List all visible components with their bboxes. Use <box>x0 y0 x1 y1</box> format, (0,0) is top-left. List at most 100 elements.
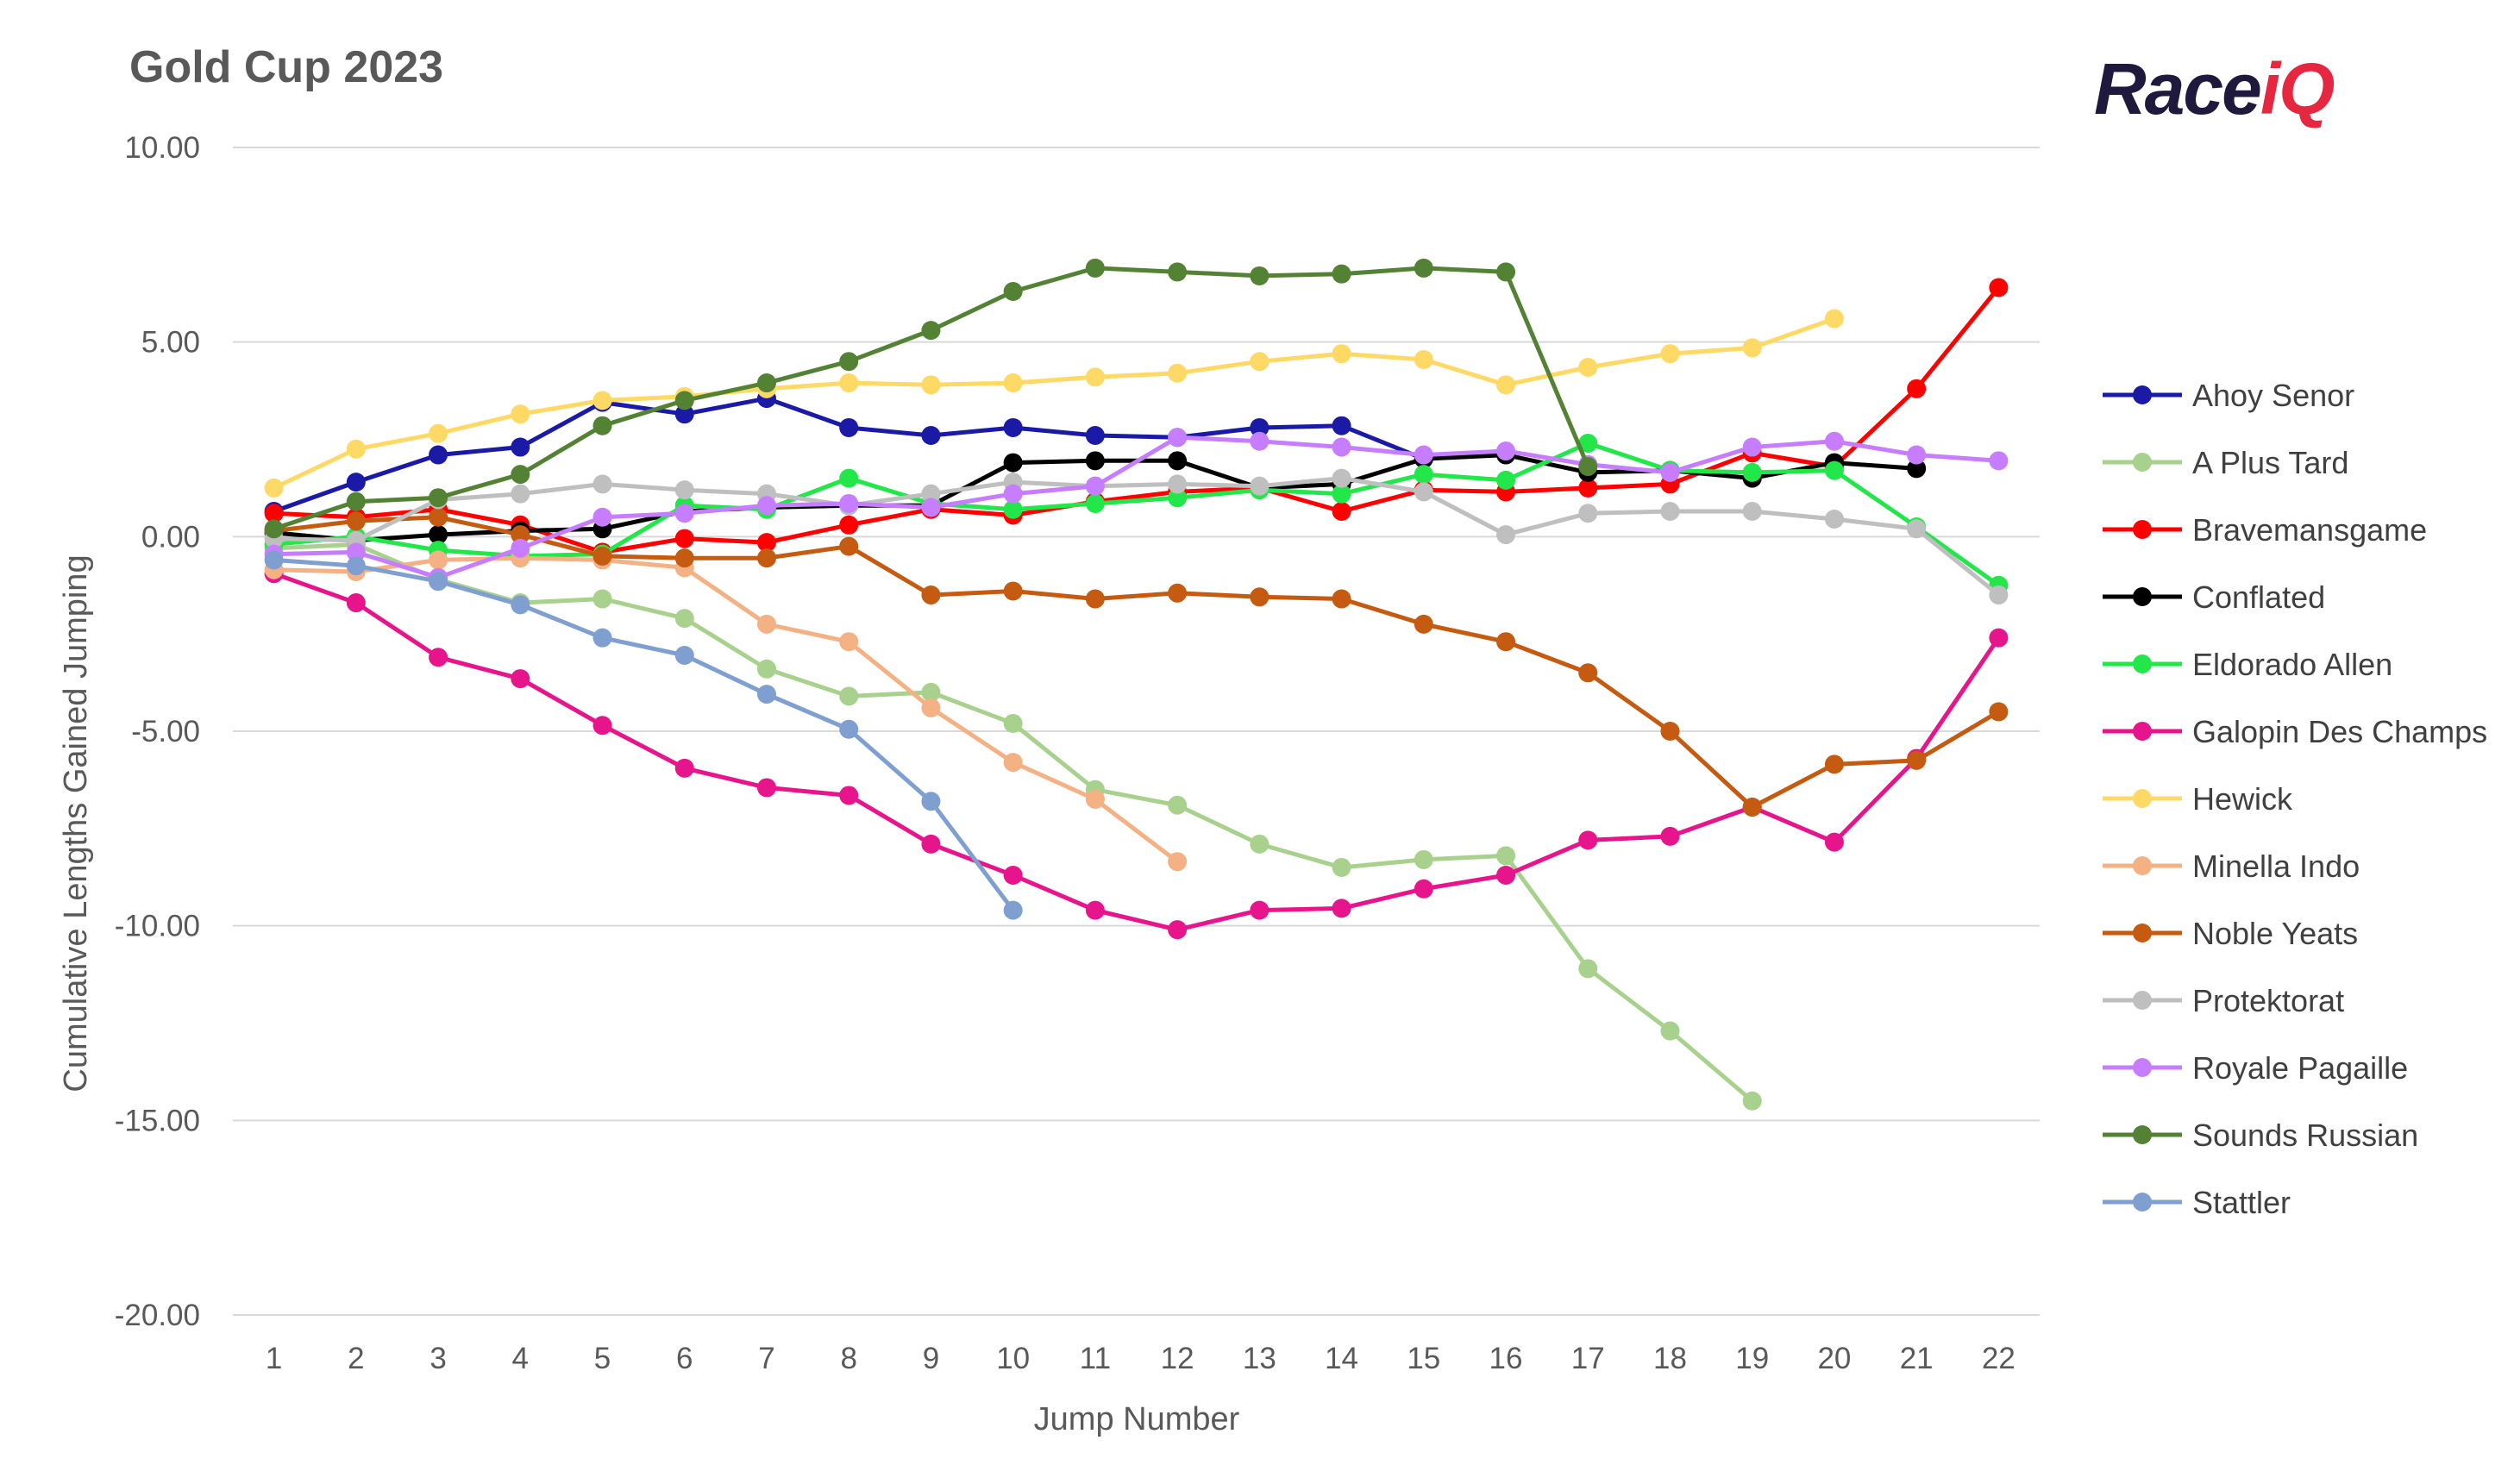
data-point <box>1003 499 1023 519</box>
series-sounds-russian <box>264 258 1598 539</box>
data-point <box>756 496 776 516</box>
data-point <box>511 595 530 615</box>
data-point <box>511 437 530 457</box>
data-point <box>1250 900 1270 920</box>
data-point <box>1085 367 1105 387</box>
data-point <box>1824 510 1844 529</box>
data-point <box>1003 900 1023 920</box>
x-tick-label: 16 <box>1489 1342 1523 1375</box>
data-point <box>1332 264 1351 284</box>
legend-marker <box>2133 1125 2152 1144</box>
data-point <box>1332 437 1351 457</box>
legend-label: A Plus Tard <box>2192 445 2348 480</box>
data-point <box>1003 713 1023 733</box>
y-tick-label: 0.00 <box>141 520 200 554</box>
data-point <box>1989 451 2009 471</box>
data-point <box>1824 431 1844 451</box>
data-point <box>1496 441 1516 461</box>
x-tick-label: 2 <box>348 1342 364 1375</box>
data-point <box>1003 373 1023 393</box>
data-point <box>839 493 859 513</box>
legend: Ahoy Senor A Plus Tard Bravemansgame Confla… <box>2103 378 2487 1220</box>
legend-marker <box>2133 1058 2152 1077</box>
data-point <box>511 538 530 558</box>
data-point <box>1168 262 1188 282</box>
data-point <box>921 585 941 605</box>
y-tick-label: -5.00 <box>131 715 200 748</box>
data-point <box>1742 798 1762 817</box>
data-point <box>429 572 448 592</box>
data-point <box>674 645 694 665</box>
data-point <box>429 488 448 508</box>
legend-marker <box>2133 587 2152 606</box>
legend-marker <box>2133 520 2152 539</box>
data-point <box>1003 417 1023 437</box>
data-point <box>1168 451 1188 471</box>
legend-item: Sounds Russian <box>2103 1118 2418 1153</box>
data-point <box>1414 482 1433 502</box>
y-tick-label: -15.00 <box>115 1104 200 1137</box>
legend-item: Conflated <box>2103 579 2325 615</box>
data-point <box>346 473 366 492</box>
data-point <box>839 719 859 739</box>
data-point <box>1085 476 1105 496</box>
data-point <box>511 465 530 485</box>
series-hewick <box>264 309 1844 498</box>
grid-lines <box>233 147 2040 1316</box>
data-point <box>592 716 612 736</box>
data-point <box>1168 428 1188 448</box>
data-point <box>1250 417 1270 437</box>
x-tick-label: 22 <box>1982 1342 2016 1375</box>
data-point <box>592 628 612 648</box>
data-point <box>1742 501 1762 521</box>
x-axis-label: Jump Number <box>1034 1401 1240 1437</box>
data-point <box>756 614 776 634</box>
data-point <box>1168 920 1188 940</box>
legend-label: Galopin Des Champs <box>2192 714 2487 749</box>
data-point <box>1907 379 1927 398</box>
data-point <box>1414 445 1433 465</box>
legend-marker <box>2133 1193 2152 1212</box>
data-point <box>1742 462 1762 482</box>
data-point <box>839 373 859 393</box>
data-point <box>1414 849 1433 869</box>
data-point <box>1414 258 1433 278</box>
data-point <box>1332 857 1351 877</box>
data-point <box>592 507 612 527</box>
series-line <box>273 441 2000 587</box>
data-point <box>1003 753 1023 773</box>
legend-item: Bravemansgame <box>2103 512 2427 548</box>
data-point <box>674 504 694 523</box>
data-point <box>674 391 694 410</box>
x-tick-label: 12 <box>1161 1342 1194 1375</box>
data-point <box>1414 465 1433 485</box>
data-point <box>429 648 448 667</box>
data-point <box>511 404 530 424</box>
data-point <box>1907 750 1927 770</box>
data-point <box>1332 589 1351 609</box>
data-point <box>1824 309 1844 329</box>
y-tick-label: -20.00 <box>115 1299 200 1332</box>
x-tick-label: 18 <box>1653 1342 1687 1375</box>
y-axis-ticks: 10.00 5.00 0.00 -5.00 -10.00 -15.00 -20.00 <box>115 131 200 1332</box>
data-point <box>1496 375 1516 395</box>
legend-label: Conflated <box>2192 579 2325 615</box>
data-point <box>1907 445 1927 465</box>
data-point <box>756 685 776 704</box>
legend-label: Minella Indo <box>2192 848 2360 884</box>
series-line <box>273 557 1015 912</box>
raceiq-logo: RaceiQ <box>2094 52 2335 129</box>
legend-marker <box>2133 385 2152 404</box>
data-point <box>429 550 448 570</box>
data-point <box>346 556 366 576</box>
data-point <box>839 352 859 372</box>
chart-title: Gold Cup 2023 <box>129 42 444 92</box>
data-point <box>1578 504 1598 523</box>
svg-text:RaceiQ: RaceiQ <box>2094 52 2334 129</box>
x-tick-label: 10 <box>996 1342 1030 1375</box>
logo-text-race: Race <box>2094 52 2260 129</box>
data-point <box>1989 702 2009 722</box>
data-point <box>674 404 694 424</box>
legend-label: Sounds Russian <box>2192 1118 2418 1153</box>
x-tick-label: 3 <box>429 1342 446 1375</box>
